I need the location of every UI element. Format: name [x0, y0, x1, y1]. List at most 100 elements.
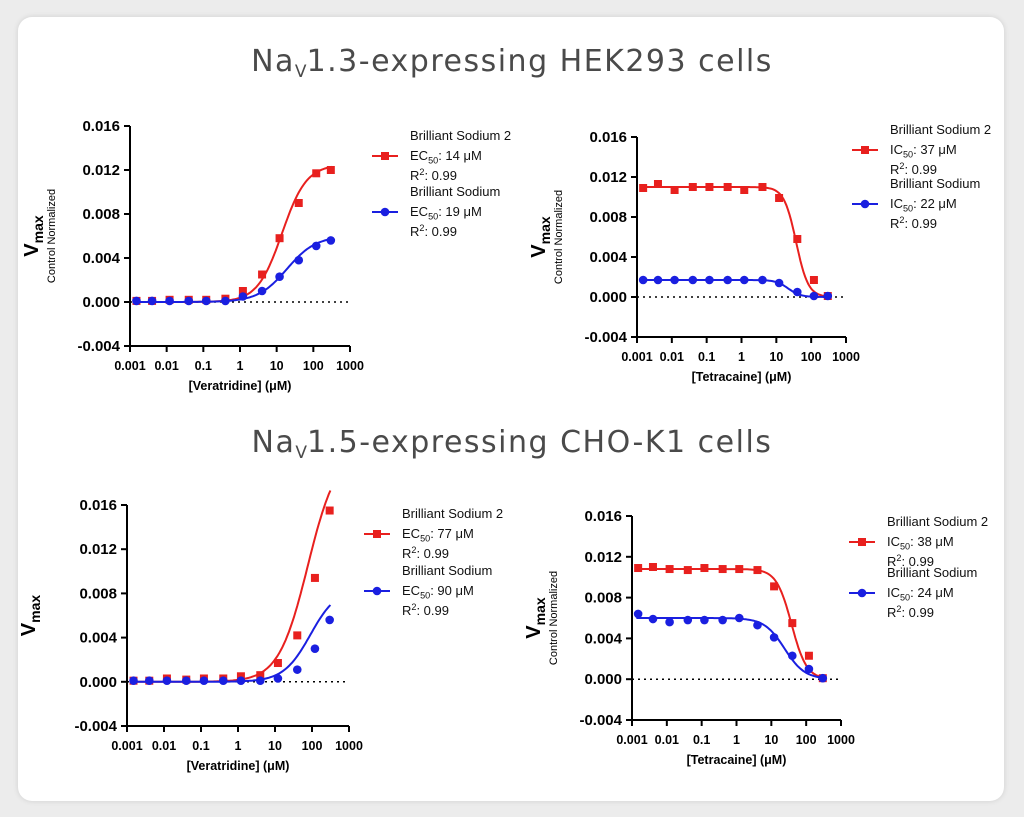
- legend-stat: EC50: 14 μM: [410, 148, 482, 166]
- legend-series-name: Brilliant Sodium: [890, 176, 980, 191]
- legend-stat: IC50: 24 μM: [887, 585, 954, 603]
- x-axis-label: [Veratridine] (μM): [189, 379, 292, 393]
- data-point: [633, 609, 643, 619]
- data-point: [670, 275, 679, 285]
- data-point: [238, 292, 248, 301]
- x-tick-label: 1: [235, 739, 242, 753]
- data-point: [201, 296, 211, 306]
- legend-series-name: Brilliant Sodium: [887, 565, 977, 580]
- x-tick-label: 0.1: [195, 359, 212, 373]
- legend-stat: EC50: 19 μM: [410, 204, 482, 222]
- data-point: [718, 615, 727, 625]
- x-tick-label: 0.01: [655, 733, 679, 747]
- x-tick-label: 1: [738, 350, 745, 364]
- data-point: [804, 664, 814, 674]
- data-point: [257, 286, 267, 296]
- data-point: [218, 676, 228, 685]
- legend-stat: IC50: 37 μM: [890, 142, 957, 160]
- x-tick-label: 100: [796, 733, 817, 747]
- data-point: [775, 194, 784, 202]
- legend-r-squared: R2: 0.99: [410, 167, 457, 183]
- legend-series-name: Brilliant Sodium 2: [410, 128, 511, 143]
- x-tick-label: 100: [303, 359, 324, 373]
- y-tick-label: 0.016: [584, 508, 622, 525]
- data-point: [256, 671, 265, 680]
- y-axis-secondary-label: Control Normalized: [548, 571, 560, 665]
- fit-curve-brilliant-sodium: [134, 237, 332, 303]
- y-tick-label: 0.000: [584, 671, 622, 688]
- chart-panel-2: -0.004 0.000 0.004 0.008 0.012 0.016 0.001 0.01…: [528, 122, 991, 384]
- x-tick-label: 10: [270, 359, 284, 373]
- legend-r-squared: R2: 0.99: [402, 602, 449, 618]
- legend-r-squared: R2: 0.99: [887, 553, 934, 569]
- data-point: [705, 275, 714, 285]
- data-point: [804, 651, 813, 660]
- data-point: [325, 506, 334, 515]
- fit-curve-brilliant-sodium-2: [134, 165, 332, 303]
- x-tick-label: 0.01: [154, 359, 178, 373]
- data-point: [639, 184, 648, 192]
- y-tick-label: 0.004: [584, 630, 622, 647]
- legend-r-squared: R2: 0.99: [890, 161, 937, 177]
- legend-marker: [861, 146, 869, 154]
- data-point: [718, 565, 727, 574]
- y-tick-label: 0.004: [82, 250, 120, 267]
- x-tick-label: 0.1: [693, 733, 710, 747]
- data-point: [310, 644, 320, 653]
- data-point: [293, 631, 302, 640]
- data-point: [165, 296, 174, 306]
- data-point: [723, 183, 732, 191]
- x-tick-label: 1000: [335, 739, 363, 753]
- data-point: [739, 275, 749, 285]
- section-title-top: NaV1.3-expressing HEK293 cells: [251, 44, 773, 82]
- y-tick-label: 0.012: [82, 162, 120, 179]
- data-point: [638, 275, 648, 285]
- data-point: [294, 199, 303, 207]
- x-tick-label: 0.1: [698, 350, 715, 364]
- data-point: [793, 287, 802, 297]
- data-point: [648, 614, 658, 624]
- legend-r-squared: R2: 0.99: [887, 604, 934, 620]
- data-point: [132, 296, 141, 306]
- data-point: [292, 665, 302, 674]
- data-point: [700, 564, 709, 573]
- x-tick-label: 10: [764, 733, 778, 747]
- data-point: [311, 241, 321, 251]
- legend-marker: [858, 538, 866, 546]
- x-tick-label: 10: [769, 350, 783, 364]
- data-point: [275, 272, 284, 282]
- legend-marker: [860, 199, 870, 209]
- chart-panel-3: -0.004 0.000 0.004 0.008 0.012 0.016 0.001 0.01…: [18, 490, 503, 773]
- data-point: [236, 672, 245, 681]
- data-point: [683, 566, 692, 575]
- legend-stat: IC50: 38 μM: [887, 534, 954, 552]
- data-point: [809, 276, 818, 284]
- x-tick-label: 0.1: [192, 739, 209, 753]
- data-point: [147, 296, 157, 306]
- legend-series-name: Brilliant Sodium 2: [887, 514, 988, 529]
- data-point: [273, 659, 282, 668]
- legend-series-name: Brilliant Sodium: [402, 563, 492, 578]
- x-axis-label: [Tetracaine] (μM): [692, 370, 792, 384]
- y-tick-label: 0.008: [584, 590, 622, 607]
- y-tick-label: 0.016: [79, 497, 117, 514]
- data-point: [770, 582, 779, 591]
- data-point: [665, 565, 674, 574]
- data-point: [653, 180, 662, 188]
- y-tick-label: 0.016: [82, 118, 120, 135]
- data-point: [793, 235, 802, 243]
- data-point: [769, 633, 779, 642]
- legend-r-squared: R2: 0.99: [402, 545, 449, 561]
- data-point: [255, 676, 265, 685]
- legend-r-squared: R2: 0.99: [410, 223, 457, 239]
- data-point: [181, 676, 191, 685]
- data-point: [238, 287, 247, 295]
- data-point: [648, 563, 657, 571]
- x-tick-label: 1000: [827, 733, 855, 747]
- x-tick-label: 1: [733, 733, 740, 747]
- x-tick-label: 0.01: [660, 350, 684, 364]
- data-point: [758, 183, 767, 191]
- x-axis-label: [Tetracaine] (μM): [687, 753, 787, 767]
- legend-series-name: Brilliant Sodium 2: [402, 506, 503, 521]
